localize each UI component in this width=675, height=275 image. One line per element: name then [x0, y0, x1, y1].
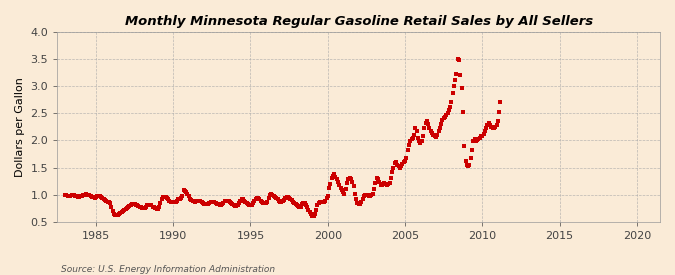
Y-axis label: Dollars per Gallon: Dollars per Gallon	[15, 77, 25, 177]
Title: Monthly Minnesota Regular Gasoline Retail Sales by All Sellers: Monthly Minnesota Regular Gasoline Retai…	[125, 15, 593, 28]
Text: Source: U.S. Energy Information Administration: Source: U.S. Energy Information Administ…	[61, 265, 275, 274]
